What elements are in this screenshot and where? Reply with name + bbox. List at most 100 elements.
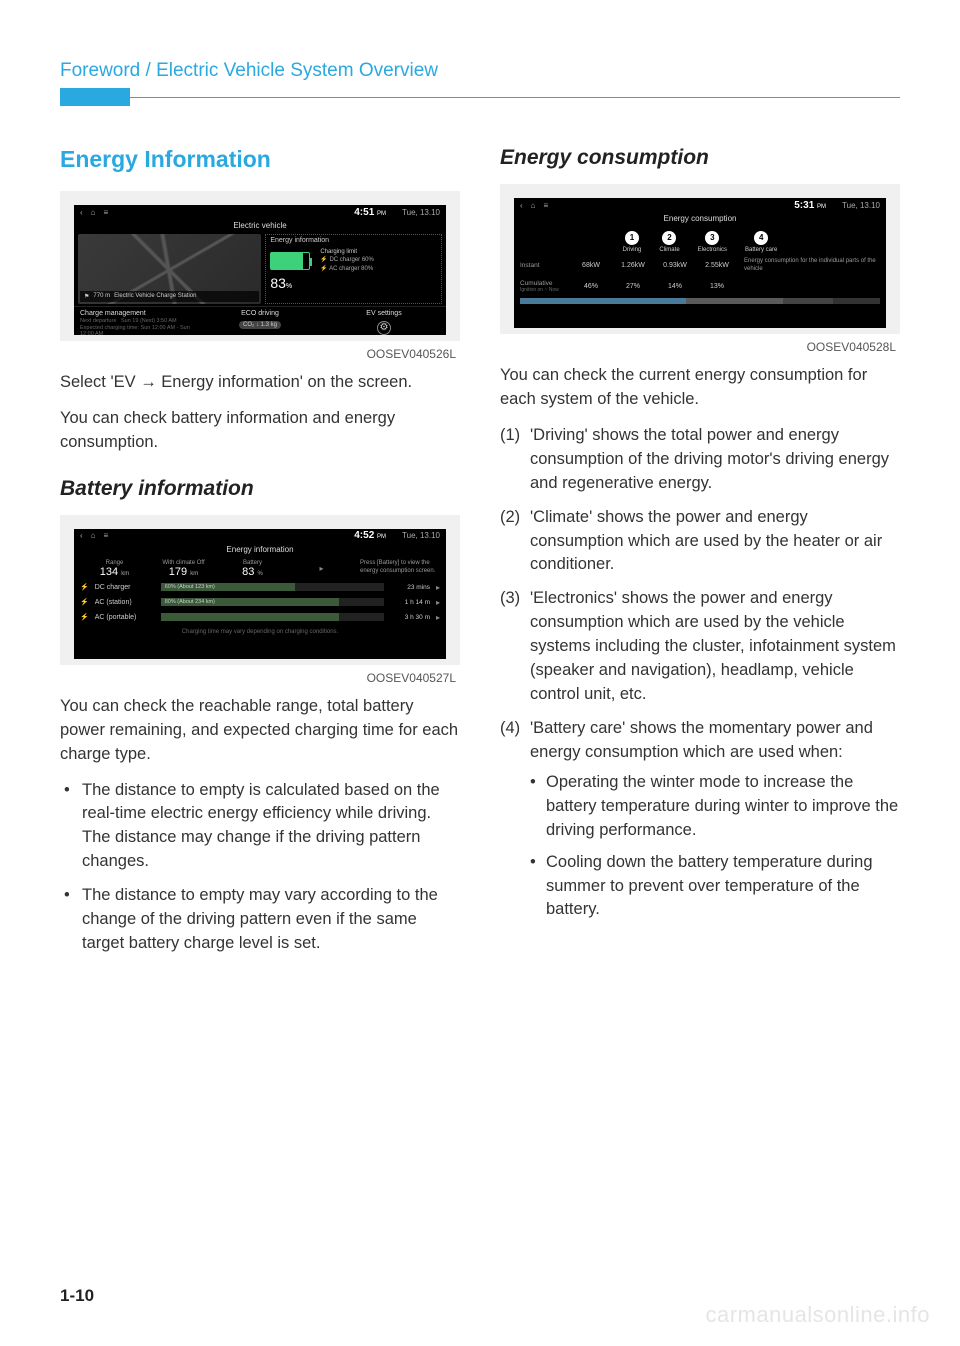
screen-topbar: ‹ ⌂ ≡ 4:52 PM Tue, 13.10 xyxy=(74,529,446,543)
clock: 4:52 PM xyxy=(354,530,386,541)
right-column: Energy consumption ‹ ⌂ ≡ 5:31 PM xyxy=(500,146,900,966)
subsection-energy-consumption: Energy consumption xyxy=(500,146,900,170)
back-icon: ‹ xyxy=(520,201,523,210)
header-accent-box xyxy=(60,88,130,106)
menu-icon: ≡ xyxy=(104,208,109,217)
clock-time: 4:51 xyxy=(354,207,374,218)
hint-text: Energy consumption for the individual pa… xyxy=(738,258,880,274)
arrow-icon: → xyxy=(140,371,157,395)
clock-ampm: PM xyxy=(377,211,386,217)
gear-icon xyxy=(377,321,391,335)
screen-bottom-row: Charge management Next departure Sun 19 … xyxy=(74,306,446,335)
back-icon: ‹ xyxy=(80,531,83,540)
battery-pct-unit: % xyxy=(286,283,292,290)
climate-cell: With climate Off 179 km xyxy=(149,558,218,580)
list-item: (4)'Battery care' shows the momentary po… xyxy=(500,717,900,922)
date: Tue, 13.10 xyxy=(402,208,440,217)
item-number: (2) xyxy=(500,506,520,530)
charging-limit-label: Charging limit xyxy=(320,248,374,256)
list-item: The distance to empty may vary according… xyxy=(60,884,460,956)
progress-bar: 80% (About 234 km) xyxy=(161,598,384,606)
list-item: Cooling down the battery temperature dur… xyxy=(530,851,900,923)
map-poi-label: ⚑ 770 m Electric Vehicle Charge Station xyxy=(80,291,259,302)
clock-time: 5:31 xyxy=(794,200,814,211)
item-text: 'Climate' shows the power and energy con… xyxy=(530,508,882,574)
manual-page: Foreword / Electric Vehicle System Overv… xyxy=(0,0,960,1346)
watermark: carmanualsonline.info xyxy=(705,1302,930,1328)
range-value: 134 km xyxy=(82,566,147,578)
row-label: Instant xyxy=(520,262,570,269)
page-header: Foreword / Electric Vehicle System Overv… xyxy=(60,60,900,82)
body-text: Select 'EV → Energy information' on the … xyxy=(60,371,460,395)
screen-ev-main: ‹ ⌂ ≡ 4:51 PM Tue, 13.10 Electric vehicl… xyxy=(74,205,446,335)
body-text: You can check the current energy consump… xyxy=(500,364,900,412)
icon-col: 4Battery care xyxy=(745,231,777,253)
dc-limit: ⚡ DC charger 60% xyxy=(320,256,374,264)
breadcrumb: Foreword / Electric Vehicle System Overv… xyxy=(60,60,438,82)
next-departure: Next departure Sun 19 (Next) 3:50 AM xyxy=(80,318,192,324)
screen-title: Energy consumption xyxy=(514,212,886,225)
ac-limit: ⚡ AC charger 80% xyxy=(320,265,374,273)
battery-status-row: Charging limit ⚡ DC charger 60% ⚡ AC cha… xyxy=(270,248,437,273)
clock-time: 4:52 xyxy=(354,530,374,541)
data-row: CumulativeIgnition on ~ Now 46% 27% 14% … xyxy=(520,277,880,296)
numbered-list: (1)'Driving' shows the total power and e… xyxy=(500,424,900,923)
nav-icons: ‹ ⌂ ≡ xyxy=(80,531,108,540)
nav-icons: ‹ ⌂ ≡ xyxy=(80,208,108,217)
charger-row: ⚡ AC (portable) 3 h 30 m ▸ xyxy=(80,610,440,625)
charge-mgmt-cell: Charge management Next departure Sun 19 … xyxy=(74,306,198,335)
chevron-right-icon: ▸ xyxy=(436,583,440,592)
body-text-part: Energy information' on the screen. xyxy=(157,373,412,391)
bullet-list: The distance to empty is calculated base… xyxy=(60,779,460,956)
bolt-icon: ⚡ xyxy=(80,598,89,606)
bar-text: 80% (About 234 km) xyxy=(165,598,215,606)
hint-text: Press [Battery] to view the energy consu… xyxy=(356,558,440,580)
body-text-part: Select 'EV xyxy=(60,373,140,391)
bar-segment xyxy=(686,298,783,304)
expected-time: Expected charging time: Sun 12:00 AM - S… xyxy=(80,325,192,335)
menu-icon: ≡ xyxy=(544,201,549,210)
category-icons: 1Driving 2Climate 3Electronics 4Battery … xyxy=(520,227,880,255)
back-icon: ‹ xyxy=(80,208,83,217)
list-item: The distance to empty is calculated base… xyxy=(60,779,460,875)
icon-col: 2Climate xyxy=(659,231,679,253)
list-item: (3)'Electronics' shows the power and ene… xyxy=(500,587,900,707)
date: Tue, 13.10 xyxy=(402,531,440,540)
data-cell: 1.26kW xyxy=(612,262,654,269)
co2-badge: CO₂ ↓ 1.3 kg xyxy=(239,321,281,329)
icon-col: 1Driving xyxy=(623,231,642,253)
climate-value: 179 km xyxy=(151,566,216,578)
energy-info-panel: Energy information Charging limit ⚡ DC c… xyxy=(265,234,442,304)
numbered-circle: 4 xyxy=(754,231,768,245)
home-icon: ⌂ xyxy=(531,201,536,210)
data-cell: 27% xyxy=(612,283,654,290)
progress-bar: 60% (About 123 km) xyxy=(161,583,384,591)
menu-icon: ≡ xyxy=(104,531,109,540)
chevron-right-icon: ▸ xyxy=(287,562,356,575)
sub-bullet-list: Operating the winter mode to increase th… xyxy=(530,771,900,923)
ev-settings-label: EV settings xyxy=(328,310,440,317)
screen-body: 1Driving 2Climate 3Electronics 4Battery … xyxy=(514,225,886,306)
list-item: (2) 'Climate' shows the power and energy … xyxy=(500,506,900,578)
screen-title: Energy information xyxy=(74,543,446,556)
map-panel: ⚑ 770 m Electric Vehicle Charge Station xyxy=(78,234,261,304)
flag-icon: ⚑ xyxy=(84,293,89,300)
footnote: Charging time may vary depending on char… xyxy=(80,629,440,635)
chevron-right-icon: ▸ xyxy=(436,598,440,607)
item-number: (3) xyxy=(500,587,520,611)
list-item: Operating the winter mode to increase th… xyxy=(530,771,900,843)
icon-label: Electronics xyxy=(698,247,727,253)
clock: 5:31 PM xyxy=(794,200,826,211)
bolt-icon: ⚡ xyxy=(80,613,89,621)
charger-name: AC (portable) xyxy=(95,614,155,621)
data-cell: 68kW xyxy=(570,262,612,269)
page-number: 1-10 xyxy=(60,1286,94,1306)
screen-body: Range 134 km With climate Off 179 km Bat… xyxy=(74,556,446,637)
screen-energy-consumption: ‹ ⌂ ≡ 5:31 PM Tue, 13.10 Energy consumpt… xyxy=(514,198,886,328)
data-cell: 0.93kW xyxy=(654,262,696,269)
data-cell: 14% xyxy=(654,283,696,290)
screenshot-battery-info: ‹ ⌂ ≡ 4:52 PM Tue, 13.10 Energy informat… xyxy=(60,515,460,665)
battery-value: 83 % xyxy=(220,566,285,578)
numbered-circle: 1 xyxy=(625,231,639,245)
bolt-icon: ⚡ xyxy=(80,583,89,591)
